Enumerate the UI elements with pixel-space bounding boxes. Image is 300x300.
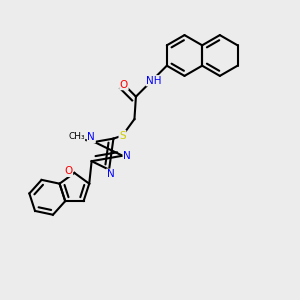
Text: N: N [88, 133, 95, 142]
Text: N: N [107, 169, 114, 179]
Text: CH₃: CH₃ [68, 132, 85, 141]
Text: NH: NH [146, 76, 162, 86]
Text: N: N [123, 151, 131, 161]
Text: O: O [120, 80, 128, 90]
Text: S: S [119, 130, 126, 141]
Text: O: O [64, 167, 73, 176]
